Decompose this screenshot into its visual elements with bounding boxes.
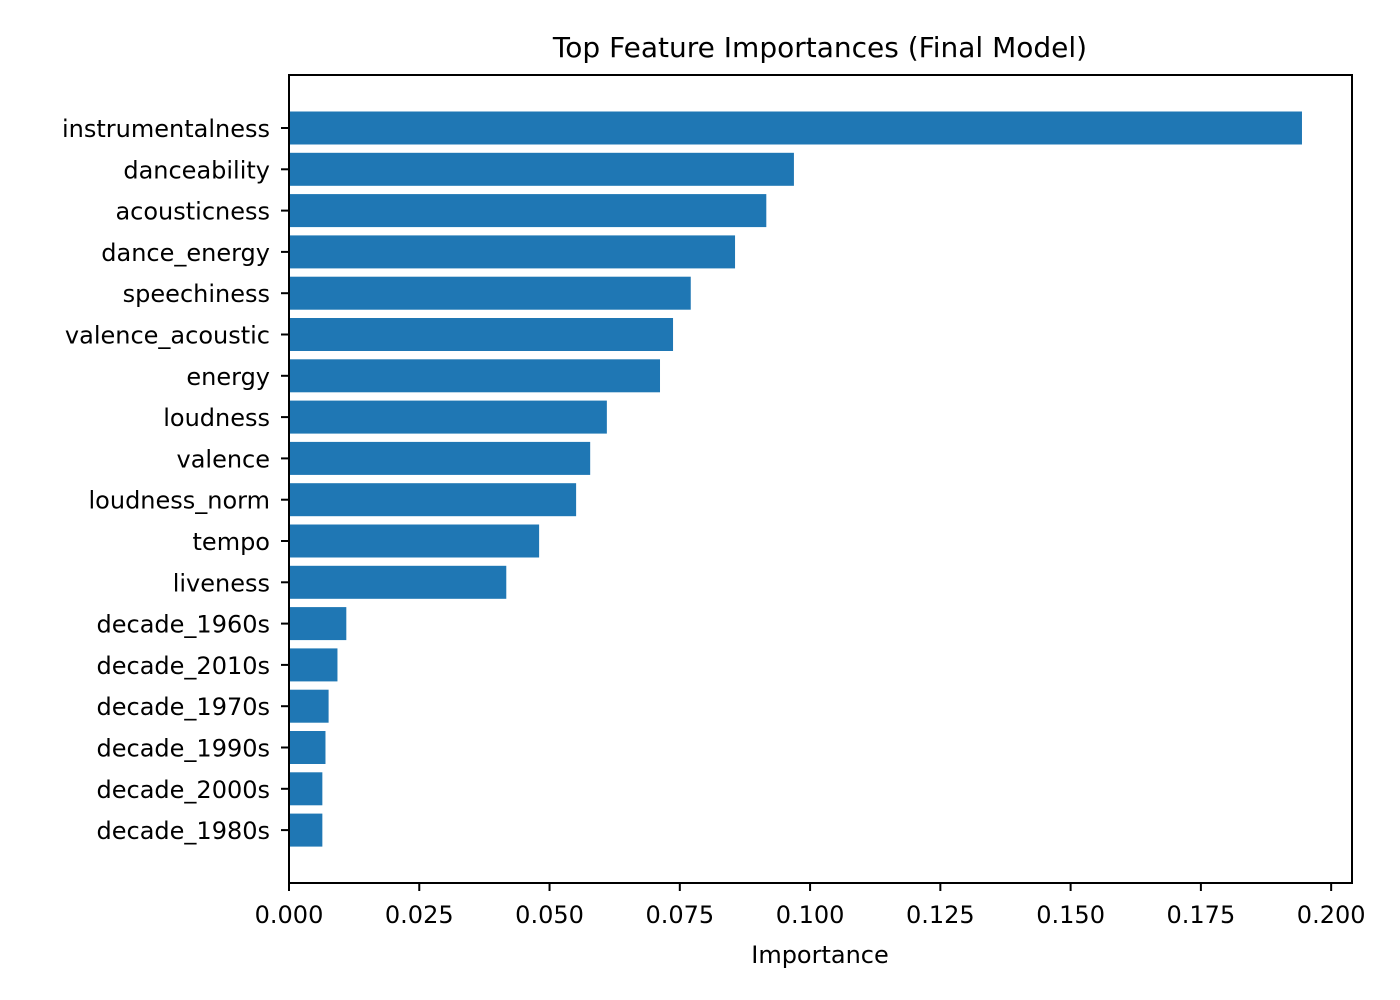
bar-decade_1990s <box>289 731 326 764</box>
y-tick-label: acousticness <box>115 198 270 226</box>
bar-speechiness <box>289 276 691 310</box>
x-tick-label: 0.025 <box>385 901 454 929</box>
bar-dance_energy <box>289 235 736 269</box>
bar-loudness_norm <box>289 483 577 517</box>
bar-liveness <box>289 565 507 599</box>
y-tick-label: dance_energy <box>101 239 270 267</box>
plot-frame <box>288 74 1353 884</box>
y-tick-label: decade_1970s <box>97 693 270 721</box>
bar-acousticness <box>289 194 767 228</box>
x-tick-label: 0.125 <box>906 901 975 929</box>
x-tick-label: 0.150 <box>1036 901 1105 929</box>
x-axis-ticks: 0.000 0.025 0.050 0.075 0.100 0.125 0.150 0.175… <box>255 883 1366 929</box>
y-tick-label: decade_2000s <box>97 776 270 804</box>
y-tick-label: valence <box>176 445 270 473</box>
y-tick-label: tempo <box>193 528 270 556</box>
y-tick-label: liveness <box>173 569 270 597</box>
y-tick-label: decade_2010s <box>97 652 270 680</box>
y-tick-label: decade_1990s <box>97 735 270 763</box>
bar-loudness <box>289 400 607 434</box>
chart-title: Top Feature Importances (Final Model) <box>552 31 1087 64</box>
x-tick-label: 0.200 <box>1297 901 1366 929</box>
bars-layer <box>289 111 1302 847</box>
y-tick-label: valence_acoustic <box>65 322 270 350</box>
x-tick-label: 0.050 <box>515 901 584 929</box>
x-tick-label: 0.175 <box>1167 901 1236 929</box>
bar-decade_1980s <box>289 813 323 847</box>
x-axis-label: Importance <box>751 941 889 969</box>
y-axis-ticks: instrumentalness danceability acousticness… <box>62 115 289 845</box>
bar-valence_acoustic <box>289 318 674 351</box>
y-tick-label: loudness <box>163 404 270 432</box>
y-tick-label: danceability <box>123 156 270 184</box>
bar-decade_2000s <box>289 772 323 806</box>
bar-energy <box>289 359 661 393</box>
bar-danceability <box>289 152 794 186</box>
x-tick-label: 0.000 <box>255 901 324 929</box>
y-tick-label: energy <box>186 363 270 391</box>
y-tick-label: speechiness <box>123 280 270 308</box>
bar-decade_1960s <box>289 607 347 641</box>
bar-decade_1970s <box>289 689 329 723</box>
bar-tempo <box>289 524 540 558</box>
y-tick-label: decade_1980s <box>97 817 270 845</box>
x-tick-label: 0.075 <box>645 901 714 929</box>
y-tick-label: instrumentalness <box>62 115 270 143</box>
y-tick-label: loudness_norm <box>89 487 271 515</box>
y-tick-label: decade_1960s <box>97 611 270 639</box>
bar-decade_2010s <box>289 648 338 682</box>
bar-valence <box>289 441 591 475</box>
bar-instrumentalness <box>289 111 1302 145</box>
x-tick-label: 0.100 <box>776 901 845 929</box>
